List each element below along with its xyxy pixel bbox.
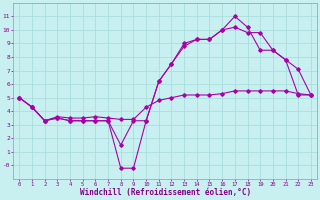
X-axis label: Windchill (Refroidissement éolien,°C): Windchill (Refroidissement éolien,°C) [80, 188, 251, 197]
